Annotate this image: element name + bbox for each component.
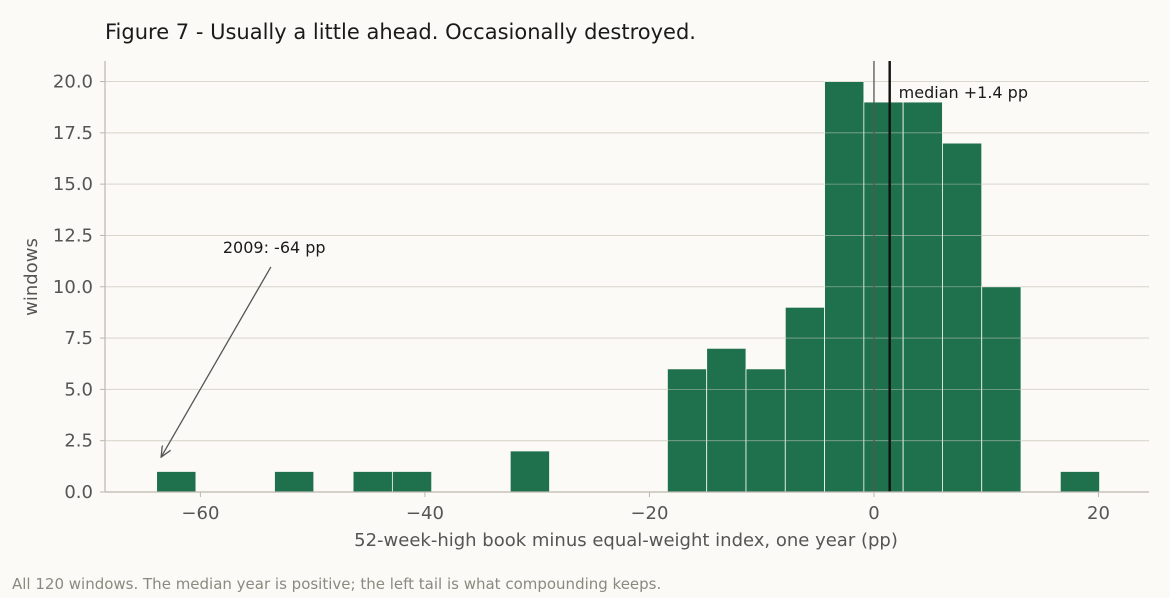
x-tick-label: 20	[1087, 503, 1110, 524]
median-label: median +1.4 pp	[899, 83, 1028, 102]
annotation-2009: 2009: -64 pp	[223, 238, 326, 257]
y-tick-label: 5.0	[64, 379, 93, 400]
y-tick-label: 2.5	[64, 431, 93, 452]
histogram-bar	[863, 101, 904, 493]
x-tick-label: −60	[181, 503, 219, 524]
y-tick-label: 20.0	[53, 72, 93, 93]
histogram-bar	[667, 368, 708, 493]
histogram-bar	[1059, 471, 1101, 493]
x-axis-ticks: −60 −40 −20 0 20	[181, 492, 1110, 524]
y-tick-label: 0.0	[64, 482, 93, 503]
y-tick-label: 12.5	[53, 225, 93, 246]
x-tick-label: −20	[630, 503, 668, 524]
chart-title: Figure 7 - Usually a little ahead. Occas…	[105, 20, 696, 44]
footnote: All 120 windows. The median year is posi…	[12, 575, 661, 593]
histogram-bar	[745, 368, 786, 493]
histogram-bar	[942, 142, 983, 493]
y-axis-label: windows	[21, 238, 42, 316]
x-axis-label: 52-week-high book minus equal-weight ind…	[354, 530, 898, 551]
histogram-bar	[391, 471, 433, 493]
histogram-bar	[156, 471, 197, 493]
histogram-bar	[902, 101, 943, 493]
y-axis-ticks: 0.0 2.5 5.0 7.5 10.0 12.5 15.0 17.5 20.0	[53, 72, 105, 503]
histogram-bar	[274, 471, 315, 493]
y-tick-label: 7.5	[64, 328, 93, 349]
x-tick-label: −40	[406, 503, 444, 524]
histogram-bar	[352, 471, 393, 493]
y-tick-label: 17.5	[53, 123, 93, 144]
histogram-bar	[706, 347, 747, 493]
reference-lines	[105, 61, 1149, 492]
histogram-bar	[509, 450, 550, 493]
histogram-bar	[784, 306, 825, 493]
y-tick-label: 15.0	[53, 174, 93, 195]
y-tick-label: 10.0	[53, 277, 93, 298]
x-tick-label: 0	[868, 503, 879, 524]
annotation-arrow	[161, 266, 272, 457]
